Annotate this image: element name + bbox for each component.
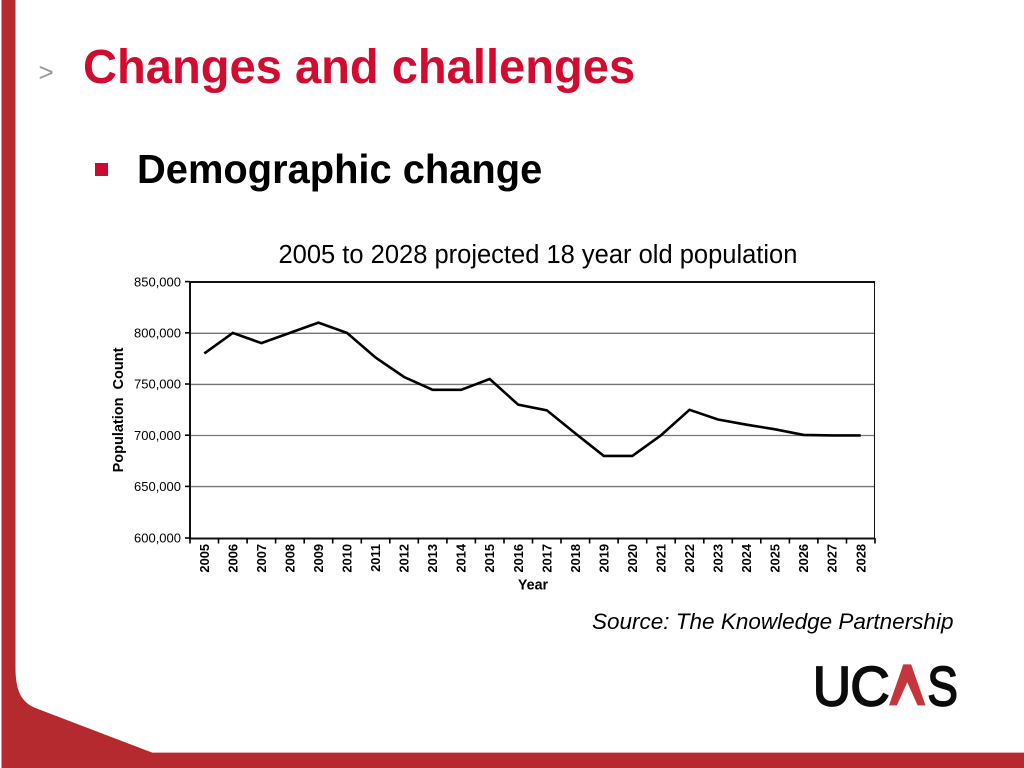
svg-text:Population Count: Population Count	[111, 347, 127, 472]
svg-text:2027: 2027	[825, 544, 840, 573]
svg-text:2010: 2010	[340, 544, 355, 573]
svg-text:2017: 2017	[539, 544, 554, 573]
svg-text:2008: 2008	[282, 544, 297, 573]
svg-text:C: C	[850, 655, 890, 718]
svg-text:650,000: 650,000	[134, 479, 181, 494]
svg-text:Year: Year	[518, 578, 549, 594]
svg-text:2014: 2014	[454, 543, 469, 573]
svg-text:2011: 2011	[368, 544, 383, 572]
svg-text:2025: 2025	[768, 544, 783, 573]
svg-text:2020: 2020	[625, 544, 640, 573]
svg-text:S: S	[927, 655, 958, 717]
svg-text:2021: 2021	[654, 544, 669, 573]
svg-text:2019: 2019	[596, 544, 611, 573]
svg-text:750,000: 750,000	[134, 377, 181, 392]
svg-text:2012: 2012	[397, 544, 412, 573]
svg-text:2009: 2009	[311, 544, 326, 573]
svg-text:2024: 2024	[739, 543, 754, 573]
svg-text:850,000: 850,000	[134, 274, 181, 289]
svg-text:700,000: 700,000	[134, 428, 181, 443]
svg-text:2005: 2005	[197, 544, 212, 573]
svg-text:2023: 2023	[711, 544, 726, 573]
svg-text:2018: 2018	[568, 544, 583, 573]
svg-text:U: U	[813, 655, 851, 718]
svg-text:600,000: 600,000	[134, 531, 181, 546]
svg-text:2022: 2022	[682, 544, 697, 573]
svg-text:2007: 2007	[254, 544, 269, 573]
svg-text:800,000: 800,000	[134, 326, 181, 341]
svg-text:2026: 2026	[796, 544, 811, 573]
svg-text:2006: 2006	[225, 544, 240, 573]
svg-text:2016: 2016	[511, 544, 526, 573]
svg-text:2028: 2028	[853, 544, 868, 573]
svg-text:2013: 2013	[425, 544, 440, 573]
svg-text:2015: 2015	[482, 544, 497, 573]
